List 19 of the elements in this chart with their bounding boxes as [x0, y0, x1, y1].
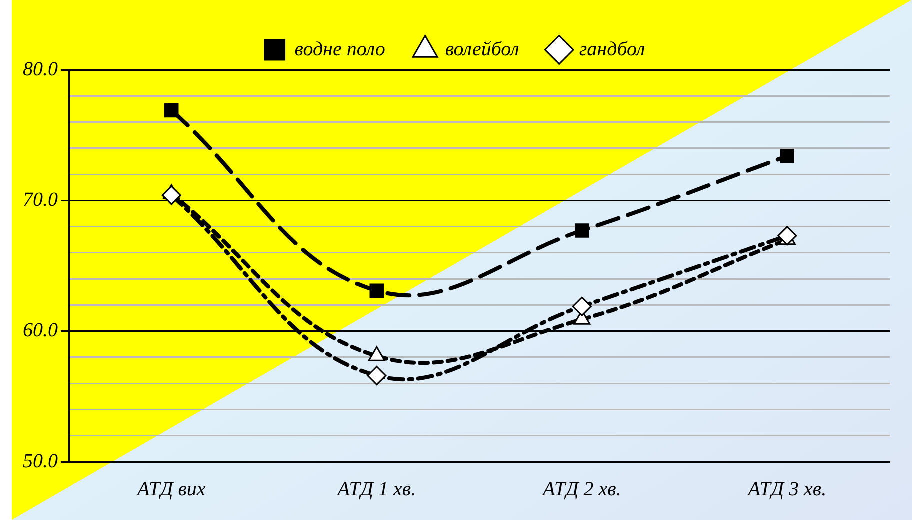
point [778, 226, 798, 246]
point [575, 224, 590, 238]
x-tick-label: АТД 2 хв. [540, 478, 622, 500]
legend-label: водне поло [294, 38, 386, 60]
y-tick-label: 60.0 [23, 320, 58, 342]
point [367, 366, 387, 386]
point [780, 149, 794, 164]
point [370, 284, 384, 298]
y-tick-label: 80.0 [23, 58, 58, 80]
point [572, 296, 592, 316]
y-tick-label: 50.0 [23, 450, 58, 472]
y-tick-label: 70.0 [23, 188, 58, 211]
legend-label: гандбол [579, 38, 646, 60]
x-tick-label: АТД 1 хв. [336, 478, 416, 500]
point [162, 186, 182, 206]
x-tick-label: АТД вих [135, 478, 206, 500]
x-tick-label: АТД 3 хв. [746, 478, 827, 500]
point [164, 103, 179, 118]
legend-label: волейбол [445, 38, 520, 60]
